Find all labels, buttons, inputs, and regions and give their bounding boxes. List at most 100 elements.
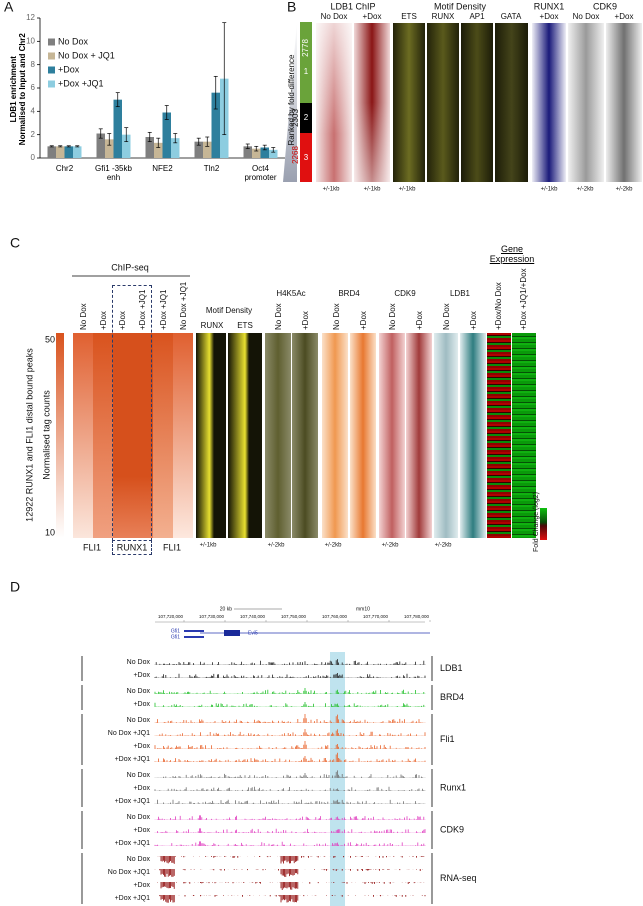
track-label: No Dox +JQ1 bbox=[108, 869, 150, 876]
track-label: +Dox +JQ1 bbox=[115, 756, 151, 763]
heatmap bbox=[113, 333, 133, 538]
panel-title: Gene Expression bbox=[489, 244, 535, 265]
bar bbox=[105, 139, 114, 158]
heatmap bbox=[461, 23, 493, 182]
track-label: +Dox +JQ1 bbox=[115, 798, 151, 805]
panel-label: C bbox=[10, 235, 20, 251]
column-label: +Dox bbox=[363, 12, 382, 21]
legend-swatch bbox=[48, 38, 55, 46]
panel-label: B bbox=[287, 0, 296, 15]
group-label: RNA-seq bbox=[440, 873, 477, 883]
error-bar bbox=[173, 133, 178, 144]
heatmap bbox=[354, 23, 390, 182]
y-tick-label: 10 bbox=[26, 36, 35, 45]
error-bar bbox=[58, 145, 63, 148]
coordinate-label: 107,760,000 bbox=[322, 614, 348, 619]
error-bar bbox=[75, 145, 80, 148]
heatmap bbox=[292, 333, 318, 538]
group-title: CDK9 bbox=[593, 1, 617, 11]
locus-highlight bbox=[330, 652, 345, 906]
signal-track bbox=[154, 729, 426, 736]
assembly-label: mm10 bbox=[356, 606, 370, 612]
signal-track bbox=[154, 869, 423, 877]
coordinate-label: 107,740,000 bbox=[240, 614, 266, 619]
group-title: Motif Density bbox=[434, 1, 487, 11]
cluster-id: 1 bbox=[304, 67, 309, 76]
legend-label: +Dox +JQ1 bbox=[58, 78, 104, 88]
cluster-size: 2303 bbox=[291, 109, 300, 127]
cluster-bar bbox=[300, 103, 312, 133]
error-bar bbox=[254, 145, 259, 152]
bar bbox=[203, 141, 212, 158]
window-label: +/-1kb bbox=[364, 187, 382, 193]
coordinate-label: 107,750,000 bbox=[281, 614, 307, 619]
group-title: BRD4 bbox=[338, 289, 360, 298]
error-bar bbox=[49, 145, 54, 148]
bar bbox=[171, 138, 180, 158]
heatmap bbox=[228, 333, 262, 538]
heatmap bbox=[434, 333, 458, 538]
heatmap bbox=[316, 23, 352, 182]
group-label: Fli1 bbox=[440, 734, 455, 744]
track-label: +Dox bbox=[133, 701, 150, 708]
bar bbox=[113, 99, 122, 158]
heatmap bbox=[173, 333, 193, 538]
bar bbox=[269, 149, 278, 158]
window-label: +/-1kb bbox=[541, 187, 559, 193]
cluster-id: 2 bbox=[304, 113, 309, 122]
column-label: No Dox bbox=[321, 12, 348, 21]
axis-title: 12922 RUNX1 and FLI1 distal bound peaks bbox=[24, 348, 34, 522]
coordinate-label: 107,730,000 bbox=[199, 614, 225, 619]
bar bbox=[252, 148, 261, 158]
column-label: GATA bbox=[501, 12, 522, 21]
error-bar bbox=[164, 105, 169, 120]
error-bar bbox=[156, 137, 161, 148]
legend-label: No Dox bbox=[58, 36, 89, 46]
column-label: +Dox bbox=[301, 311, 310, 330]
scale-label: 20 kb bbox=[220, 606, 232, 612]
signal-track bbox=[154, 786, 426, 791]
y-tick-label: 4 bbox=[31, 106, 36, 115]
bar bbox=[122, 134, 131, 158]
window-label: +/-2kb bbox=[435, 543, 453, 549]
group-title: Motif Density bbox=[206, 306, 252, 315]
heatmap bbox=[487, 333, 511, 538]
bar bbox=[64, 146, 73, 158]
cluster-size: 2778 bbox=[301, 39, 310, 57]
scale-bar bbox=[56, 333, 64, 538]
signal-track bbox=[157, 882, 425, 890]
y-tick-label: 0 bbox=[31, 153, 36, 162]
factor-label: RUNX1 bbox=[117, 542, 148, 552]
x-tick-label: Tln2 bbox=[203, 164, 220, 173]
coordinate-label: 107,720,000 bbox=[158, 614, 184, 619]
bar bbox=[243, 146, 252, 158]
column-label: AP1 bbox=[469, 12, 485, 21]
bar bbox=[162, 112, 171, 158]
heatmap bbox=[532, 23, 566, 182]
column-label: +Dox bbox=[118, 311, 127, 330]
column-label: +Dox bbox=[615, 12, 634, 21]
track-label: +Dox bbox=[133, 827, 150, 834]
color-key bbox=[540, 508, 547, 540]
error-bar bbox=[107, 133, 112, 146]
column-label: ETS bbox=[237, 321, 253, 330]
group-label: CDK9 bbox=[440, 824, 464, 834]
track-label: No Dox bbox=[127, 814, 151, 821]
column-label: No Dox bbox=[79, 303, 88, 330]
group-title: LDB1 ChIP bbox=[330, 1, 375, 11]
signal-track bbox=[154, 828, 426, 833]
factor-label: FLI1 bbox=[163, 542, 181, 552]
cluster-size: 2268 bbox=[291, 146, 300, 164]
scale-label: 10 bbox=[45, 527, 55, 537]
cluster-bar bbox=[300, 22, 312, 103]
group-title: RUNX1 bbox=[534, 1, 565, 11]
track-label: +Dox bbox=[133, 785, 150, 792]
bar bbox=[211, 92, 220, 158]
heatmap bbox=[322, 333, 348, 538]
heatmap bbox=[512, 333, 536, 538]
error-bar bbox=[271, 147, 276, 153]
track-label: +Dox bbox=[133, 672, 150, 679]
window-label: +/-2kb bbox=[382, 543, 400, 549]
